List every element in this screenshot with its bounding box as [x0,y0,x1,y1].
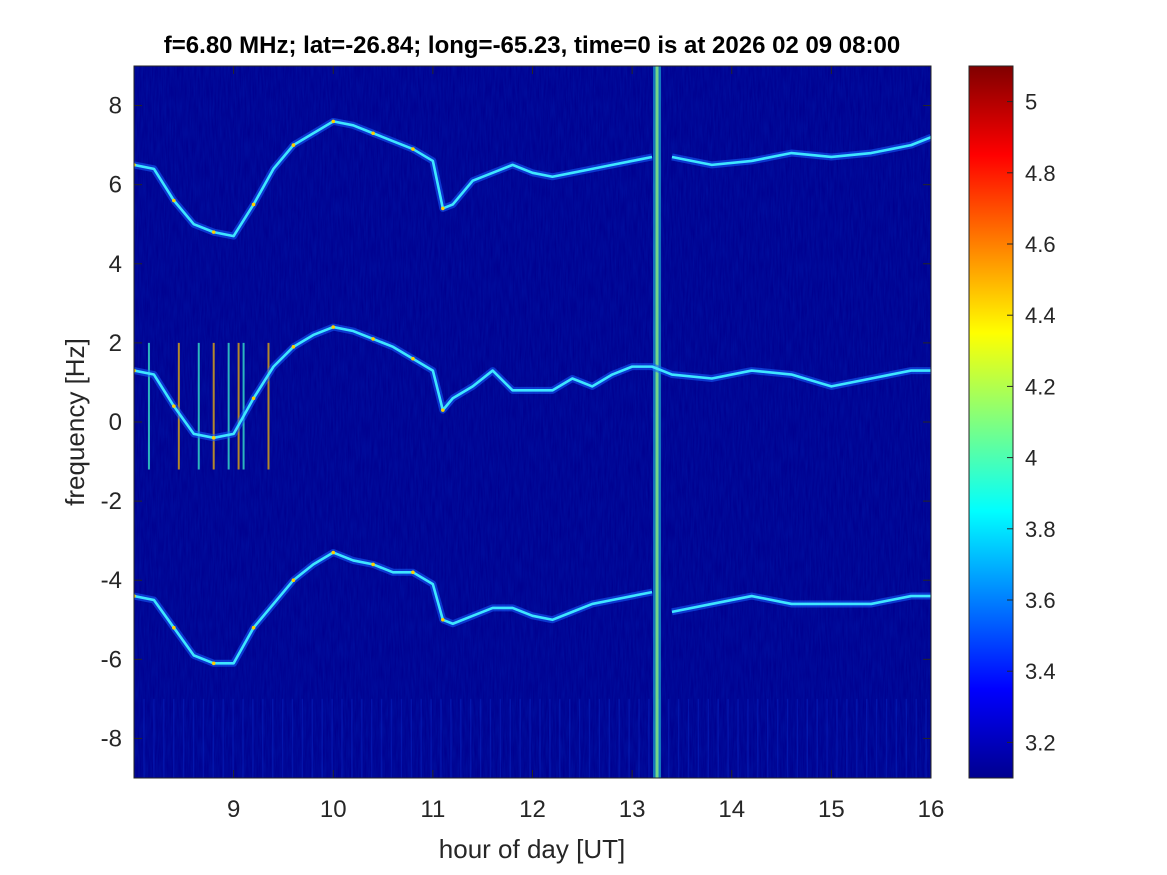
trace-peak [331,550,336,555]
trace-peak [291,143,296,147]
colorbar-tick-label: 3.8 [1025,517,1056,542]
x-axis-label: hour of day [UT] [439,834,625,864]
trace-peak [441,408,445,412]
trace-peak [291,345,296,349]
y-tick-label: 4 [109,251,122,278]
y-tick-label: -4 [101,567,122,594]
colorbar-tick-label: 3.4 [1025,659,1056,684]
trace-peak [211,661,216,666]
trace-peak [411,356,415,361]
x-tick-label: 15 [818,796,845,823]
x-tick-label: 11 [420,796,445,823]
chart-title: f=6.80 MHz; lat=-26.84; long=-65.23, tim… [164,32,900,59]
x-tick-label: 12 [519,796,546,823]
trace-line [671,135,931,167]
y-tick-label: 6 [109,172,122,199]
trace-peak [371,131,375,136]
plot-area [133,65,932,779]
colorbar-tick-label: 3.6 [1025,588,1056,613]
colorbar-gradient [968,65,1014,779]
y-tick-label: 2 [109,330,122,357]
trace-peak [211,230,216,234]
y-tick-label: -2 [101,488,122,515]
trace-peak [251,396,256,401]
trace-peak [331,119,336,124]
trace-peak [411,147,415,151]
trace-peak [172,198,176,203]
colorbar-tick-label: 5 [1025,90,1037,115]
colorbar-tick-label: 4 [1025,446,1037,471]
x-tick-label: 14 [718,796,745,823]
trace-peak [371,562,375,567]
trace-line [134,551,653,665]
colorbar-tick-label: 3.2 [1025,730,1056,755]
colorbar-tick-label: 4.8 [1025,161,1056,186]
y-axis-label: frequency [Hz] [60,338,90,506]
trace-peak [291,578,296,583]
x-axis: 9 10 11 12 13 14 15 16 [227,66,944,823]
x-tick-label: 16 [918,796,945,823]
trace-peak [172,625,176,630]
colorbar-tick-label: 4.4 [1025,303,1056,328]
y-tick-label: 8 [109,93,122,120]
trace-peak [411,570,415,575]
x-tick-label: 13 [619,796,646,823]
trace-line [671,594,931,614]
broadband-band-core [655,66,659,778]
x-tick-label: 10 [320,796,347,823]
trace-peak [441,617,445,622]
trace-peak [331,325,336,329]
y-tick-label: -8 [101,725,122,752]
y-tick-label: 0 [109,409,122,436]
trace-peak [441,206,445,211]
trace-peak [251,625,256,630]
colorbar-tick-label: 4.2 [1025,374,1056,399]
x-tick-label: 9 [227,796,240,823]
trace-peak [172,404,176,408]
colorbar-tick-label: 4.6 [1025,232,1056,257]
trace-line [134,325,931,440]
trace-line [134,120,653,238]
trace-peak [371,337,375,341]
heatmap-marks [134,66,931,778]
colorbar-ticks: 3.2 3.4 3.6 3.8 4 4.2 4.4 4.6 4.8 5 [1007,90,1056,755]
y-tick-label: -6 [101,646,122,673]
trace-peak [211,436,216,440]
y-axis: -8 -6 -4 -2 0 2 4 6 8 [101,93,931,752]
trace-peak [251,202,256,207]
colorbar: 3.2 3.4 3.6 3.8 4 4.2 4.4 4.6 4.8 5 [968,65,1056,779]
